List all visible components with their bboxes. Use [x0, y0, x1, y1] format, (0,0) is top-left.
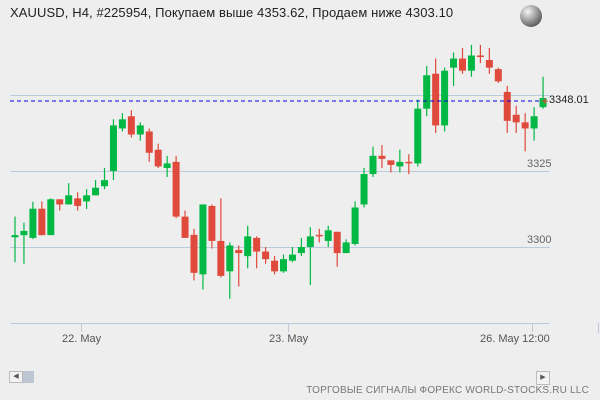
candle-bearish: [74, 198, 82, 206]
chart-title: XAUUSD, H4, #225954, Покупаем выше 4353.…: [10, 5, 454, 20]
candle-bullish: [297, 247, 305, 254]
candle-bearish: [459, 58, 466, 71]
y-axis-label-3325: 3325: [527, 158, 552, 170]
candle-bearish: [476, 55, 484, 57]
candle-bullish: [109, 125, 117, 171]
y-axis-label-3300: 3300: [527, 234, 552, 246]
scrollbar-thumb[interactable]: [23, 371, 34, 383]
candle-bullish: [280, 259, 287, 272]
candle-bullish: [136, 125, 144, 135]
candle-bearish: [172, 161, 180, 217]
candle-bearish: [512, 114, 520, 123]
candle-bearish: [38, 208, 46, 236]
candle-bearish: [154, 149, 162, 167]
candle-bullish: [20, 230, 28, 236]
candle-bullish: [396, 161, 404, 167]
candle-bullish: [369, 155, 377, 175]
candle-bullish: [244, 236, 252, 257]
candle-bearish: [405, 161, 413, 164]
candle-bullish: [467, 55, 475, 71]
candle-bearish: [315, 234, 323, 237]
scroll-left-button[interactable]: ◀: [9, 371, 23, 383]
candle-bullish: [118, 119, 126, 129]
candle-bullish: [414, 108, 422, 164]
candle-bullish: [29, 208, 37, 238]
x-axis-label-22-may: 22. May: [62, 333, 102, 345]
candle-bullish: [101, 180, 108, 187]
candle-bullish: [342, 242, 350, 254]
x-axis-label-23-may: 23. May: [269, 333, 309, 345]
candle-bullish: [423, 75, 431, 109]
candle-bullish: [92, 187, 100, 196]
candle-bullish: [351, 207, 359, 244]
candle-bullish: [163, 163, 171, 168]
candle-bearish: [208, 205, 216, 241]
candle-bearish: [190, 234, 198, 273]
candle-bullish: [226, 245, 234, 272]
candle-bearish: [387, 160, 395, 165]
candle-bearish: [235, 250, 243, 254]
scroll-right-button[interactable]: ▶: [536, 371, 550, 385]
candle-bullish: [324, 230, 332, 241]
candle-bearish: [503, 91, 511, 121]
candle-bearish: [127, 116, 135, 135]
candle-bullish: [539, 98, 547, 108]
candle-bullish: [450, 58, 458, 68]
x-axis-label-26-may: 26. May 12:00: [480, 333, 550, 345]
candle-bearish: [271, 260, 279, 272]
candle-bearish: [378, 155, 386, 159]
globe-icon[interactable]: [520, 5, 542, 27]
candle-bullish: [360, 174, 368, 205]
candle-bearish: [181, 216, 189, 238]
footer-watermark: ТОРГОВЫЕ СИГНАЛЫ ФОРЕКС WORLD-STOCKS.RU …: [306, 385, 589, 396]
current-price-label: 3348.01: [549, 94, 589, 106]
candle-bullish: [288, 254, 296, 261]
scroll-right-icon: ▶: [540, 374, 546, 381]
candle-bearish: [253, 237, 261, 252]
candle-bearish: [432, 73, 440, 126]
candle-bearish: [521, 122, 529, 129]
candle-bullish: [47, 199, 55, 236]
candle-bearish: [494, 69, 502, 82]
scroll-left-icon: ◀: [13, 373, 19, 380]
candle-bullish: [65, 195, 73, 205]
candle-bullish: [306, 236, 314, 247]
candle-bearish: [56, 199, 64, 205]
candle-bearish: [262, 251, 270, 260]
candle-bullish: [199, 204, 207, 275]
candle-bearish: [333, 231, 341, 254]
candle-bullish: [83, 195, 91, 202]
candle-bullish: [11, 235, 19, 238]
candle-bearish: [217, 240, 225, 276]
candle-bearish: [145, 131, 153, 153]
candle-bullish: [441, 70, 449, 126]
candle-bearish: [485, 60, 493, 68]
candle-bullish: [530, 116, 538, 129]
